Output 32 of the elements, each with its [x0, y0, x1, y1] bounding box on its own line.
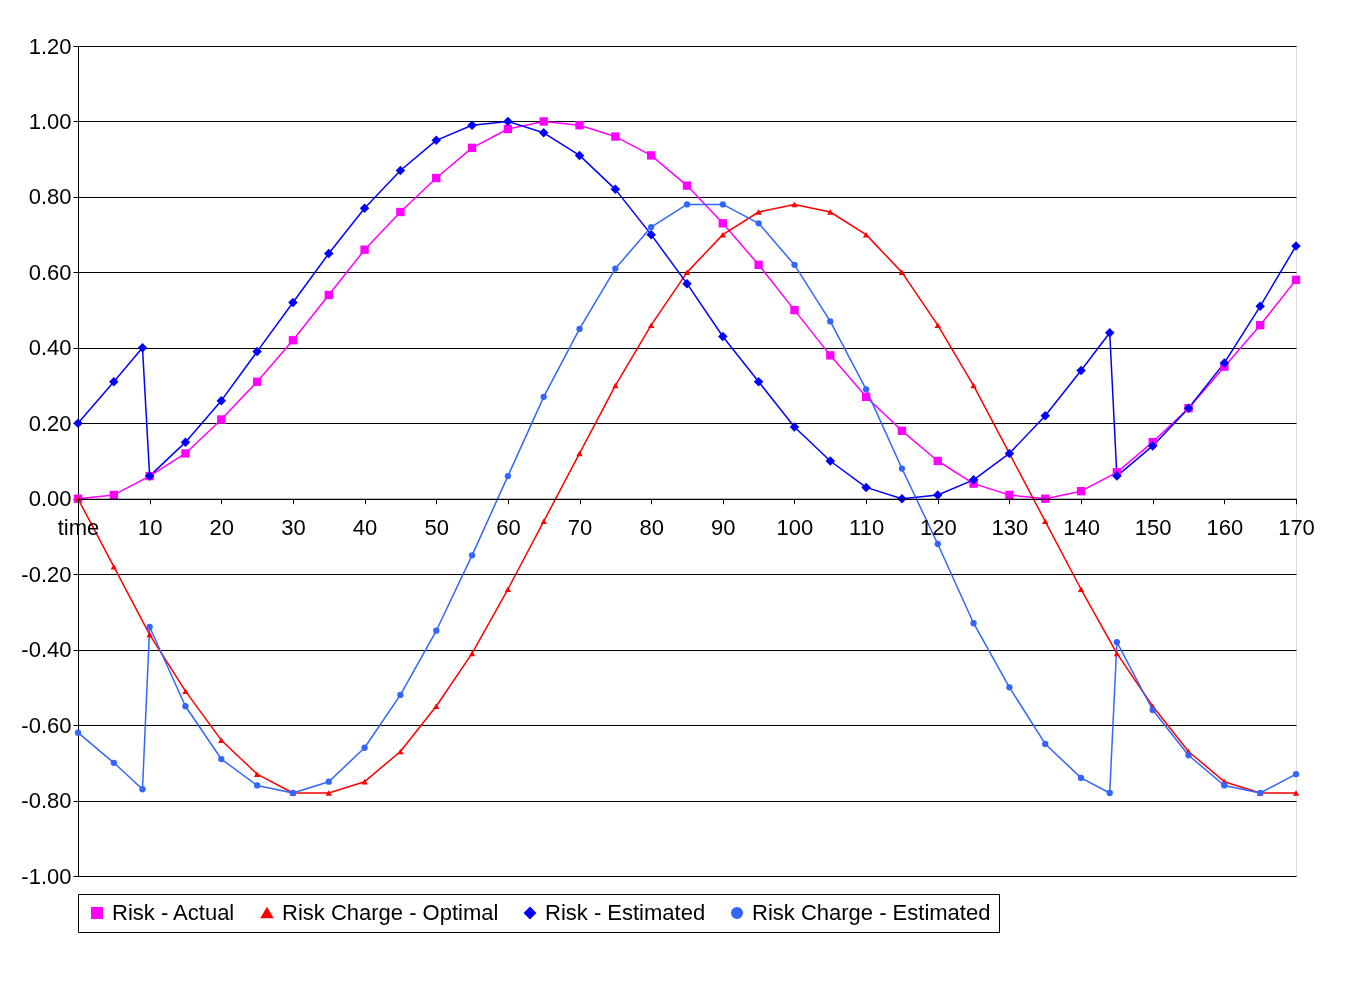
legend-label: Risk Charge - Estimated — [752, 900, 991, 925]
x-tick-label: 50 — [424, 515, 449, 541]
y-tick-label: 0.20 — [28, 410, 72, 436]
y-tick-label: -0.20 — [21, 561, 72, 587]
x-tick-label: 160 — [1206, 515, 1244, 541]
x-tick-label: 80 — [639, 515, 664, 541]
y-tick-label: 1.20 — [28, 33, 72, 59]
y-tick-label: 0.80 — [28, 184, 72, 210]
legend-label: Risk - Actual — [112, 900, 235, 925]
x-tick-label: 90 — [711, 515, 736, 541]
x-tick-label: 70 — [567, 515, 593, 541]
y-tick-label: -0.80 — [21, 788, 72, 814]
y-tick-label: 0.00 — [28, 486, 72, 512]
x-tick-label: 170 — [1278, 515, 1315, 541]
x-tick-label: 10 — [137, 515, 163, 541]
x-tick-label: 110 — [849, 515, 885, 541]
y-tick-label: -0.60 — [21, 712, 72, 738]
x-tick-label: 100 — [776, 515, 814, 541]
y-tick-label: -0.40 — [21, 637, 72, 663]
y-tick-label: 1.00 — [28, 108, 72, 134]
x-tick-label: 150 — [1134, 515, 1172, 541]
legend-label: Risk Charge - Optimal — [282, 900, 499, 925]
x-tick-label: 30 — [281, 515, 306, 541]
x-tick-label: 130 — [991, 515, 1029, 541]
y-tick-label: -1.00 — [21, 863, 72, 889]
legend-label: Risk - Estimated — [545, 900, 706, 925]
x-tick-label: 60 — [496, 515, 521, 541]
x-tick-label: 140 — [1063, 515, 1100, 541]
x-tick-label: 40 — [352, 515, 378, 541]
x-tick-label: 20 — [209, 515, 235, 541]
y-tick-label: 0.40 — [28, 335, 72, 361]
y-tick-label: 0.60 — [28, 259, 72, 285]
